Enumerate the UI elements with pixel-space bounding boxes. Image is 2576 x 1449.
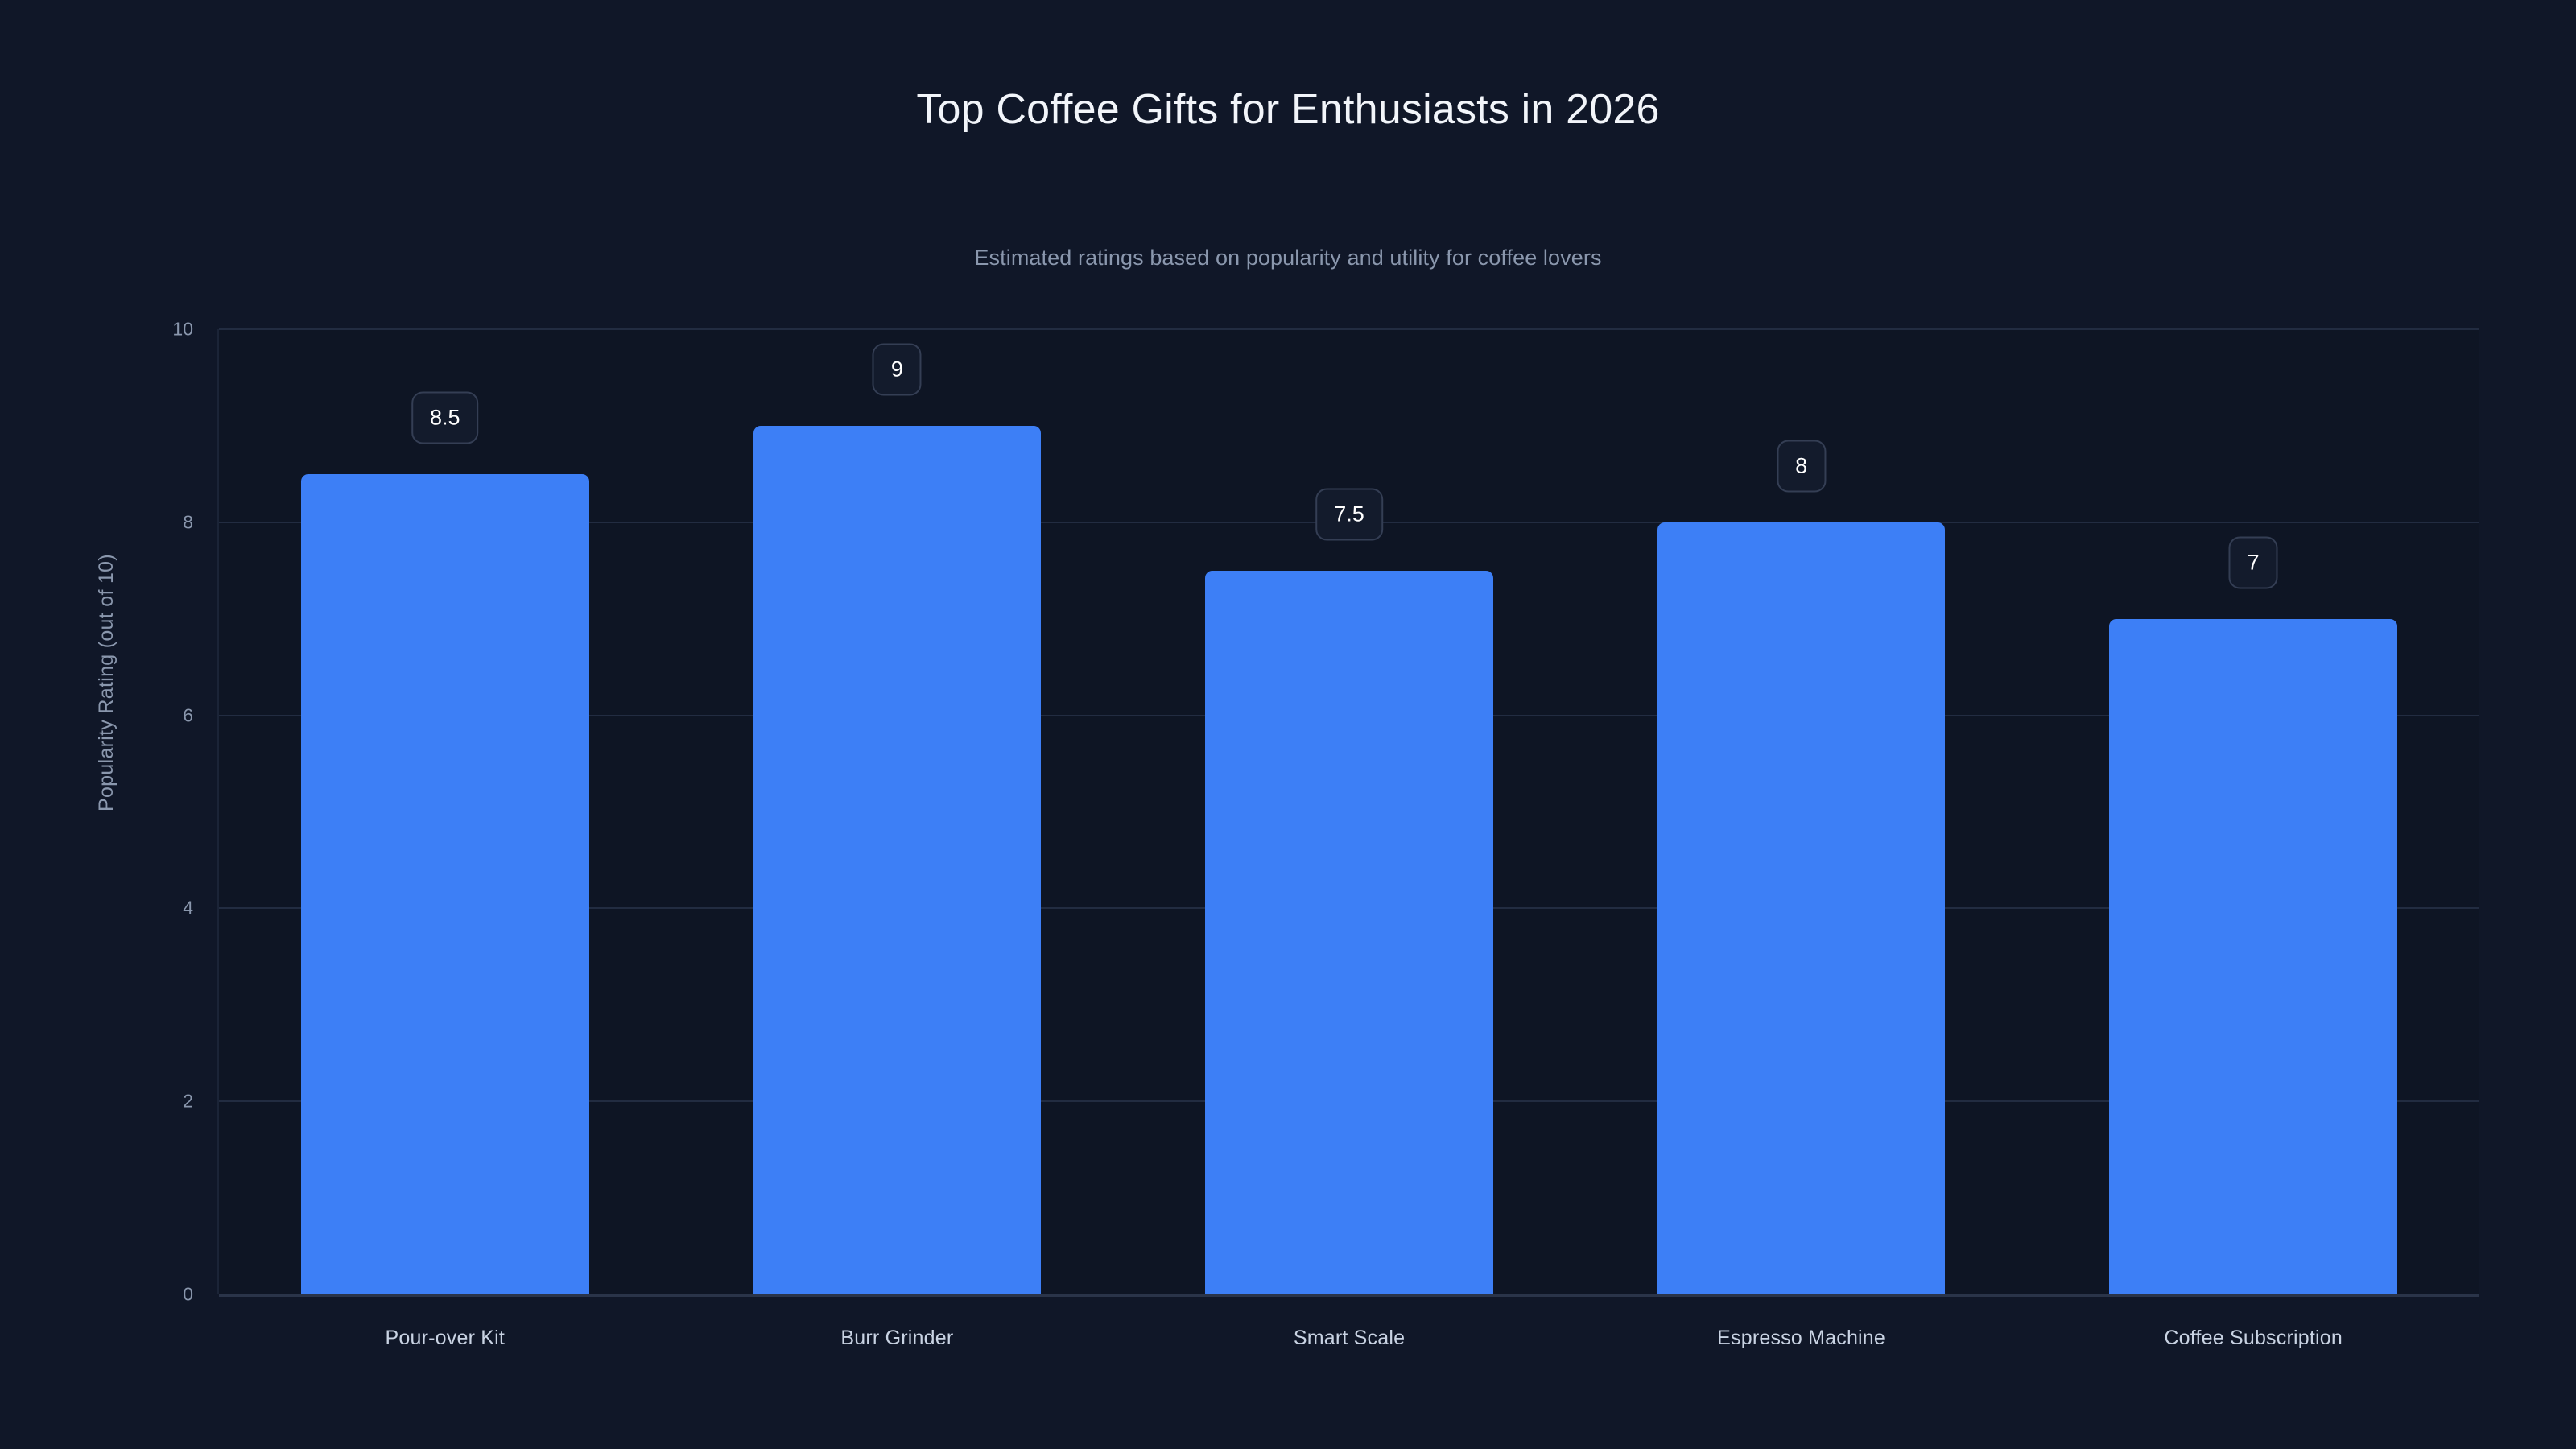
bar[interactable] <box>1205 570 1493 1294</box>
chart-subtitle: Estimated ratings based on popularity an… <box>974 246 1602 270</box>
y-tick-label: 2 <box>183 1090 193 1112</box>
x-tick-label: Smart Scale <box>1293 1327 1406 1349</box>
bars-layer <box>219 329 2479 1294</box>
y-tick-label: 0 <box>183 1283 193 1305</box>
bar-value-badge: 9 <box>872 343 922 396</box>
y-tick-label: 8 <box>183 511 193 533</box>
y-tick-label: 10 <box>172 318 193 340</box>
x-tick-label: Espresso Machine <box>1717 1327 1886 1349</box>
y-tick-label: 6 <box>183 704 193 726</box>
bar[interactable] <box>300 473 589 1294</box>
bar[interactable] <box>2109 618 2398 1294</box>
bar-value-badge: 8.5 <box>411 391 479 444</box>
bar-value-badge: 7.5 <box>1315 488 1383 541</box>
chart-title: Top Coffee Gifts for Enthusiasts in 2026 <box>916 86 1660 133</box>
x-tick-label: Pour-over Kit <box>385 1327 506 1349</box>
bar[interactable] <box>1657 522 1946 1294</box>
y-axis-line <box>217 329 219 1294</box>
x-axis-line <box>219 1294 2479 1297</box>
y-axis-title: Popularity Rating (out of 10) <box>95 554 118 811</box>
y-tick-label: 4 <box>183 897 193 919</box>
gridline <box>219 328 2479 330</box>
bar-slot <box>2109 329 2398 1294</box>
bar[interactable] <box>753 425 1042 1294</box>
bar-slot <box>1657 329 1946 1294</box>
x-tick-label: Coffee Subscription <box>2164 1327 2343 1349</box>
bar-value-badge: 8 <box>1777 440 1827 493</box>
bar-slot <box>753 329 1042 1294</box>
x-tick-label: Burr Grinder <box>840 1327 954 1349</box>
bar-slot <box>300 329 589 1294</box>
bar-value-badge: 7 <box>2228 536 2278 589</box>
bar-slot <box>1205 329 1493 1294</box>
